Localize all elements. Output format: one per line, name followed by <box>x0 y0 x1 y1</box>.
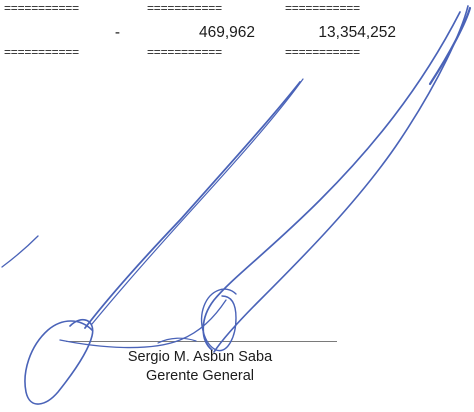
total-col1-value: - <box>114 24 120 41</box>
top-rule-col3: =========== <box>285 1 360 15</box>
total-col3-value: 13,354,252 <box>318 24 396 41</box>
total-col2-value: 469,962 <box>198 24 255 41</box>
bottom-rule-col2: =========== <box>147 45 222 59</box>
signer-title: Gerente General <box>145 368 254 384</box>
bottom-rule-col1: =========== <box>4 45 79 59</box>
top-rule-col1: =========== <box>4 1 79 15</box>
bottom-rule-col3: =========== <box>285 45 360 59</box>
signature-line <box>66 341 337 342</box>
top-rule-col2: =========== <box>147 1 222 15</box>
signer-name: Sergio M. Asbun Saba <box>127 349 273 365</box>
